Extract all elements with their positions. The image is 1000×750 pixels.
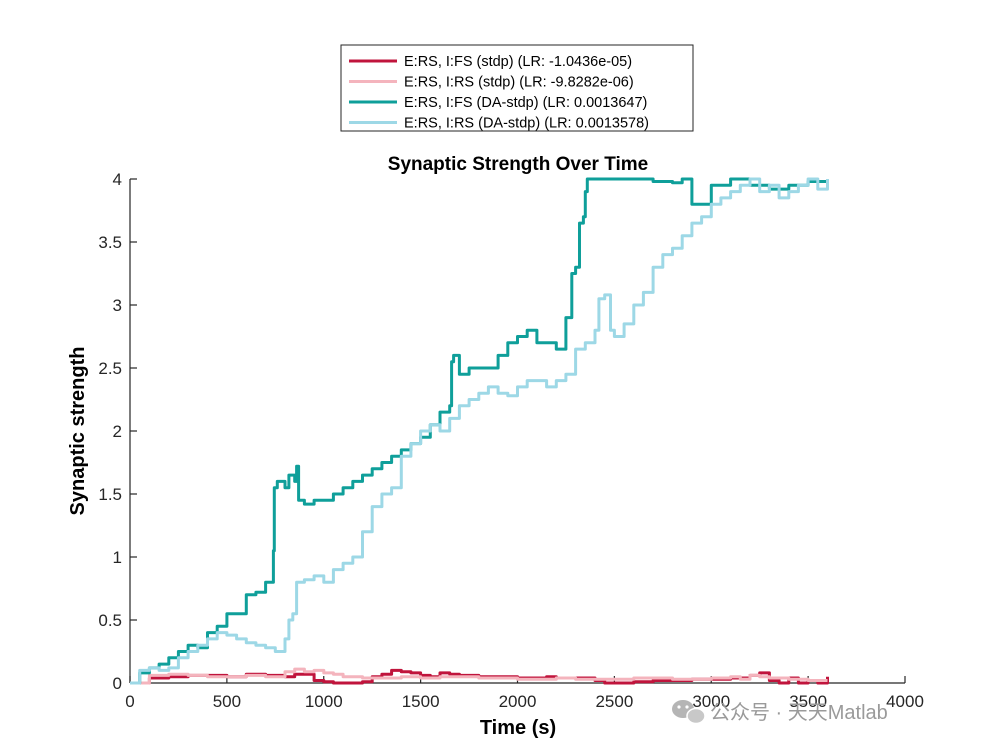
legend-label-4: E:RS, I:RS (DA-stdp) (LR: 0.0013578) xyxy=(404,116,649,132)
y-ticks: 0 0.5 1 1.5 2 2.5 3 3.5 4 xyxy=(98,170,137,693)
series-layer xyxy=(130,177,829,685)
x-tick-label: 0 xyxy=(125,692,134,711)
x-axis-label: Time (s) xyxy=(480,717,556,739)
x-tick-label: 2500 xyxy=(595,692,633,711)
y-tick-label: 1 xyxy=(113,548,122,567)
legend-label-3: E:RS, I:FS (DA-stdp) (LR: 0.0013647) xyxy=(404,95,647,111)
series-line-4 xyxy=(130,177,829,685)
x-ticks: 0 500 1000 1500 2000 2500 3000 3500 4000 xyxy=(125,676,924,711)
y-tick-label: 3.5 xyxy=(98,233,122,252)
x-tick-label: 1500 xyxy=(402,692,440,711)
x-tick-label: 500 xyxy=(213,692,241,711)
x-tick-label: 1000 xyxy=(305,692,343,711)
watermark-text: 公众号 · 天天Matlab xyxy=(710,701,888,724)
legend-box xyxy=(340,44,694,132)
watermark: 公众号 · 天天Matlab xyxy=(672,700,888,725)
y-tick-label: 2 xyxy=(113,422,122,441)
x-tick-label: 2000 xyxy=(499,692,537,711)
axes: 0 500 1000 1500 2000 2500 3000 3500 4000 0 0.5 1 1.… xyxy=(98,170,924,711)
series-line-3 xyxy=(130,177,829,685)
series-line-2 xyxy=(130,667,828,685)
x-tick-label: 3500 xyxy=(789,692,827,711)
y-tick-label: 4 xyxy=(113,170,122,189)
y-tick-label: 1.5 xyxy=(98,485,122,504)
y-axis-label: Synaptic strength xyxy=(67,347,89,516)
legend-label-2: E:RS, I:RS (stdp) (LR: -9.8282e-06) xyxy=(404,75,634,91)
wechat-icon xyxy=(672,700,706,725)
y-tick-label: 3 xyxy=(113,296,122,315)
y-tick-label: 0 xyxy=(113,674,122,693)
y-tick-label: 2.5 xyxy=(98,359,122,378)
chart-title: Synaptic Strength Over Time xyxy=(388,154,648,175)
x-tick-label: 3000 xyxy=(692,692,730,711)
y-tick-label: 0.5 xyxy=(98,611,122,630)
legend-label-1: E:RS, I:FS (stdp) (LR: -1.0436e-05) xyxy=(404,54,632,70)
x-tick-label: 4000 xyxy=(886,692,924,711)
legend: E:RS, I:FS (stdp) (LR: -1.0436e-05) E:RS,… xyxy=(340,44,694,132)
